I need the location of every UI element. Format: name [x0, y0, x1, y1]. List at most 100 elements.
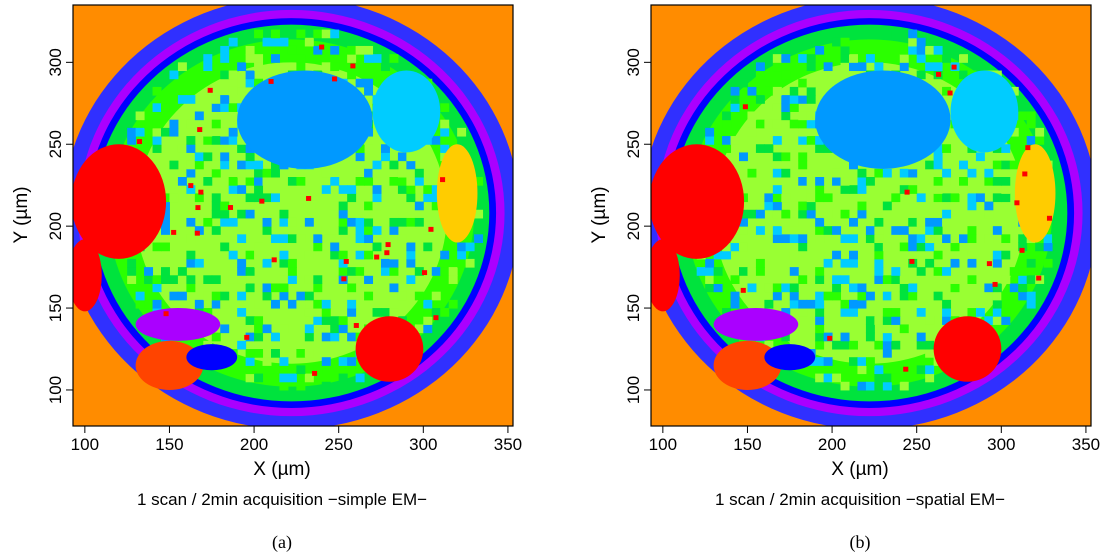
pixel-cell: [806, 136, 816, 145]
pixel-cell: [984, 283, 994, 293]
pixel-cell: [1009, 127, 1019, 137]
pixel-cell: [755, 70, 765, 80]
pixel-cell: [925, 340, 935, 350]
pixel-cell: [849, 340, 858, 350]
pixel-cell: [1001, 308, 1011, 317]
pixel-cell: [1026, 119, 1036, 129]
pixel-cell: [857, 291, 867, 301]
pixel-cell: [1046, 215, 1053, 221]
pixel-cell: [865, 357, 875, 366]
pixel-cell: [364, 275, 374, 284]
pixel-cell: [364, 250, 374, 260]
pixel-cell: [397, 177, 407, 186]
pixel-cell: [865, 332, 875, 342]
pixel-cell: [781, 193, 791, 203]
pixel-cell: [899, 242, 909, 252]
pixel-cell: [789, 201, 799, 211]
pixel-cell: [228, 37, 238, 47]
pixel-cell: [781, 168, 791, 178]
pixel-cell: [220, 70, 230, 80]
pixel-cell: [1014, 200, 1020, 206]
pixel-cell: [950, 177, 960, 186]
pixel-cell: [211, 291, 221, 301]
pixel-cell: [271, 193, 280, 203]
pixel-cell: [722, 136, 732, 145]
pixel-cell: [237, 267, 247, 276]
pixel-cell: [321, 308, 331, 317]
pixel-cell: [457, 242, 467, 252]
pixel-cell: [194, 193, 204, 203]
pixel-cell: [245, 70, 255, 80]
pixel-cell: [397, 291, 407, 301]
pixel-cell: [832, 226, 842, 235]
pixel-cell: [747, 283, 757, 293]
pixel-cell: [789, 283, 799, 293]
pixel-cell: [254, 324, 264, 334]
pixel-cell: [942, 234, 952, 244]
pixel-cell: [330, 316, 340, 325]
pixel-cell: [936, 71, 942, 77]
pixel-cell: [194, 230, 200, 236]
pixel-cell: [440, 136, 450, 145]
pixel-cell: [296, 365, 306, 375]
pixel-cell: [211, 332, 221, 342]
pixel-cell: [433, 315, 439, 321]
pixel-cell: [211, 136, 221, 145]
pixel-cell: [254, 54, 264, 63]
pixel-cell: [798, 86, 808, 96]
pixel-cell: [347, 70, 357, 80]
y-axis-a: 100 150 200 250 300: [46, 48, 73, 404]
pixel-cell: [1001, 234, 1011, 244]
pixel-cell: [806, 95, 816, 104]
pixel-cell: [874, 267, 884, 276]
pixel-cell: [177, 267, 187, 276]
pixel-cell: [372, 193, 382, 203]
pixel-cell: [992, 299, 1002, 309]
pixel-cell: [271, 54, 280, 63]
pixel-cell: [169, 291, 179, 301]
pixel-cell: [959, 250, 968, 260]
pixel-cell: [832, 168, 842, 178]
pixel-cell: [739, 242, 748, 252]
pixel-cell: [254, 316, 264, 325]
pixel-cell: [136, 139, 143, 145]
pixel-cell: [1035, 127, 1045, 137]
heatmap-image-b: [651, 5, 1091, 426]
pixel-cell: [967, 258, 977, 268]
pixel-cell: [287, 275, 297, 284]
pixel-cell: [338, 373, 348, 383]
pixel-cell: [1043, 258, 1053, 268]
pixel-cell: [347, 308, 357, 317]
pixel-cell: [806, 209, 816, 219]
pixel-cell: [440, 250, 450, 260]
pixel-cell: [865, 381, 875, 391]
pixel-cell: [992, 316, 1002, 325]
pixel-cell: [849, 283, 858, 293]
pixel-cell: [916, 340, 926, 350]
pixel-cell: [296, 54, 306, 63]
pixel-cell: [967, 308, 977, 317]
pixel-cell: [815, 340, 825, 350]
pixel-cell: [279, 234, 289, 244]
pixel-cell: [152, 283, 162, 293]
pixel-cell: [304, 373, 314, 383]
pixel-cell: [772, 54, 782, 63]
pixel-cell: [789, 217, 799, 227]
pixel-cell: [304, 275, 314, 284]
pixel-cell: [984, 201, 994, 211]
pixel-cell: [237, 193, 247, 203]
pixel-cell: [1026, 111, 1036, 121]
pixel-cell: [1001, 185, 1011, 194]
pixel-cell: [942, 144, 952, 153]
pixel-cell: [194, 226, 204, 235]
pixel-cell: [1018, 111, 1028, 121]
region-purple: [135, 308, 221, 341]
pixel-cell: [722, 308, 732, 317]
pixel-cell: [259, 198, 265, 204]
plot-frame-b: [650, 4, 1092, 427]
pixel-cell: [942, 209, 952, 219]
pixel-cell: [730, 103, 740, 112]
pixel-cell: [338, 250, 348, 260]
pixel-cell: [730, 291, 740, 301]
pixel-cell: [355, 152, 365, 162]
